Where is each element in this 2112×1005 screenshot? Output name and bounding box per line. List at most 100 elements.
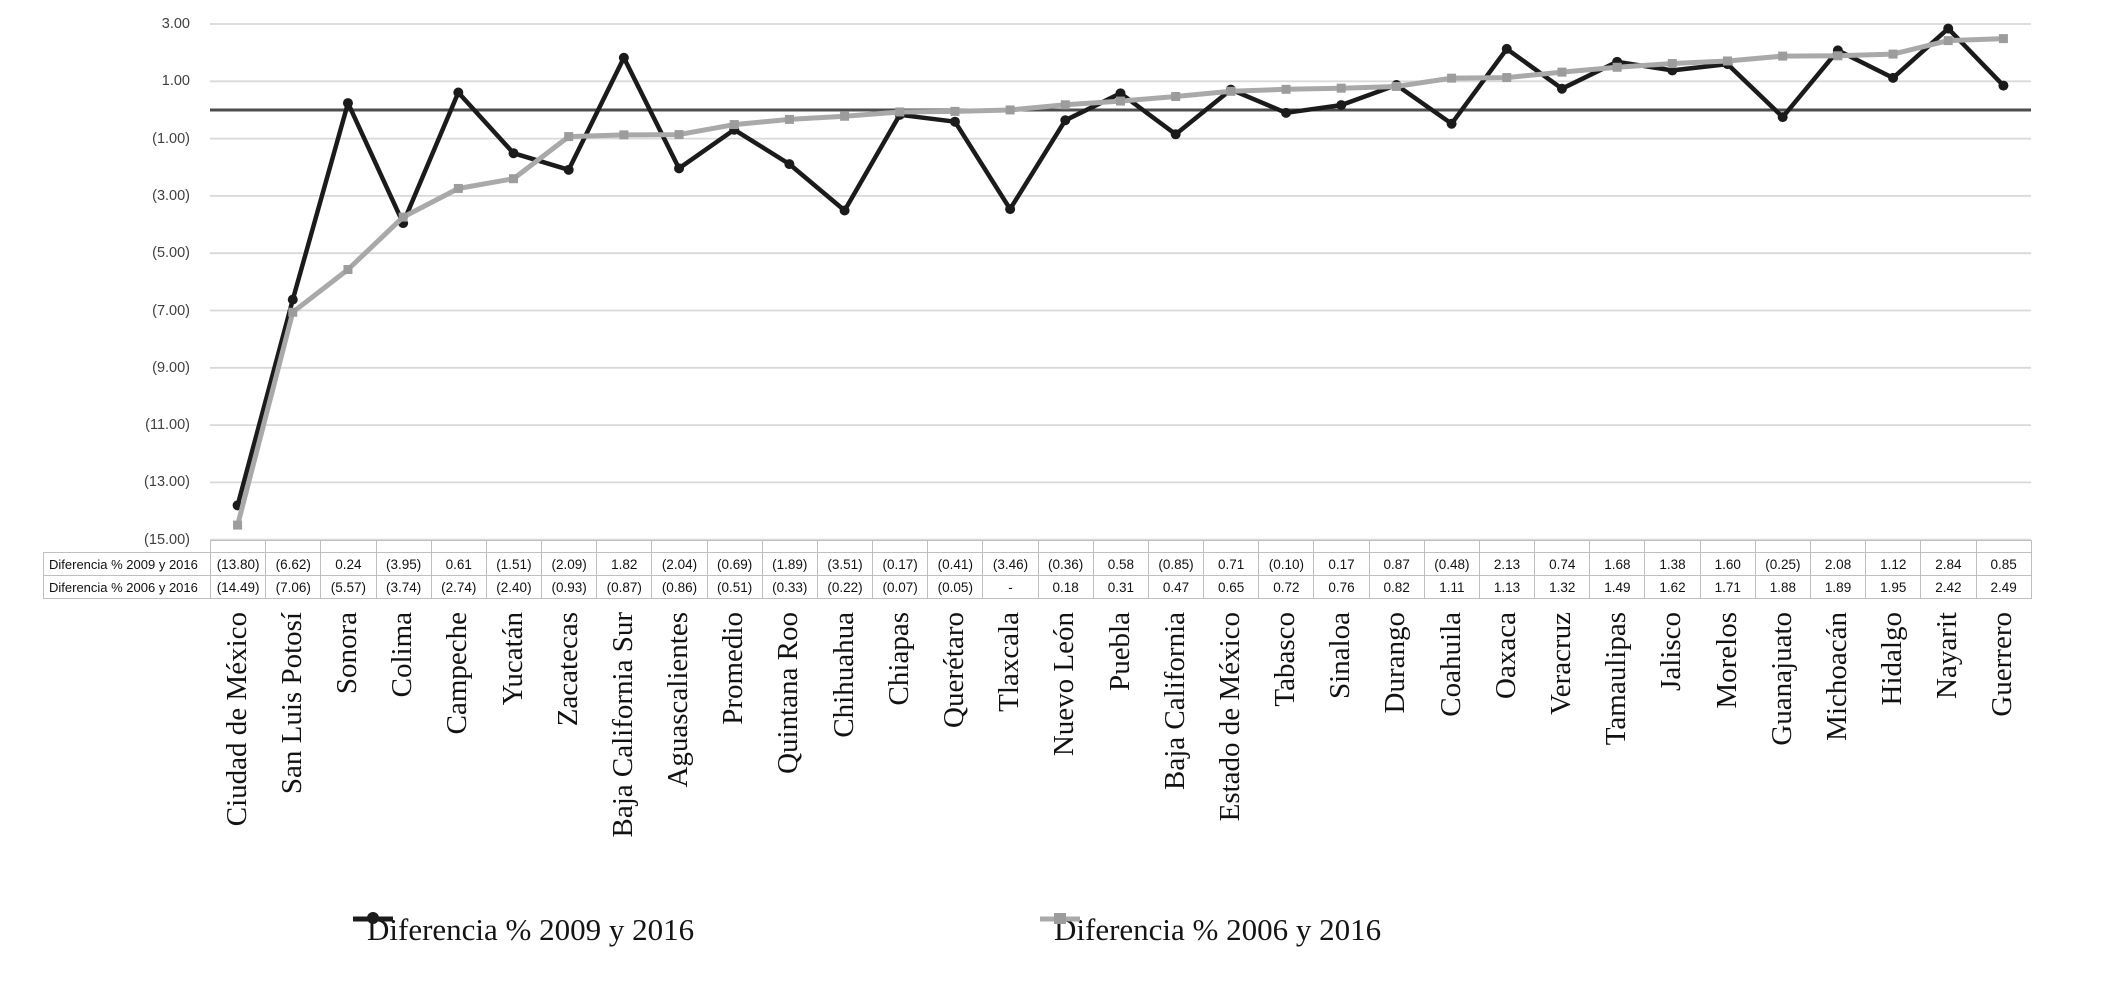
data-point-2006 (895, 107, 905, 117)
legend-marker-2009-icon (353, 912, 393, 924)
table-row-header: Diferencia % 2006 y 2016 (43, 575, 211, 599)
table-strip-cell (1147, 540, 1205, 553)
x-axis-category-label: Oaxaca (1489, 612, 1522, 699)
table-cell: (0.85) (1147, 552, 1205, 576)
table-cell: (3.51) (816, 552, 874, 576)
x-axis-category-label: Michoacán (1820, 612, 1853, 741)
legend-marker-2006-icon (1040, 913, 1080, 924)
table-cell: - (982, 575, 1039, 599)
x-axis-category-label: Puebla (1103, 612, 1136, 691)
table-cell: (0.25) (1754, 552, 1811, 576)
data-point-2006 (1060, 100, 1070, 110)
x-axis-category-label: Baja California Sur (606, 612, 639, 838)
table-strip-cell (1589, 540, 1646, 553)
x-axis-category-label: Morelos (1710, 612, 1743, 709)
table-strip-cell (1699, 540, 1756, 553)
table-cell: (14.49) (209, 575, 267, 599)
table-cell: 0.82 (1368, 575, 1425, 599)
table-cell: 2.08 (1809, 552, 1867, 576)
table-corner-blank (44, 541, 211, 553)
table-strip-cell (596, 540, 653, 553)
data-point-2009 (1998, 80, 2009, 91)
table-cell: (2.74) (430, 575, 487, 599)
data-point-2006 (1943, 36, 1953, 46)
table-cell: (0.48) (1423, 552, 1480, 576)
x-axis-category-label: Sonora (330, 612, 363, 695)
x-axis-category-label: Guanajuato (1765, 612, 1798, 746)
table-cell: (0.36) (1037, 552, 1094, 576)
table-cell: 1.60 (1699, 552, 1756, 576)
table-cell: 1.49 (1589, 575, 1646, 599)
data-point-2009 (1170, 129, 1181, 140)
data-point-2009 (1060, 115, 1071, 126)
data-point-2006 (619, 130, 629, 140)
table-strip-cell (375, 540, 432, 553)
data-point-2006 (674, 130, 684, 140)
table-strip-cell (1865, 540, 1922, 553)
table-strip-cell (1313, 540, 1370, 553)
x-axis-category-label: Colima (386, 612, 419, 698)
y-axis-tick-label: (5.00) (152, 245, 190, 262)
table-strip-cell (651, 540, 708, 553)
y-axis-tick-label: (11.00) (145, 417, 190, 434)
data-point-2009 (508, 148, 519, 159)
table-strip-cell (1534, 540, 1591, 553)
data-point-2006 (1171, 91, 1181, 101)
table-strip-cell (320, 540, 377, 553)
data-point-2006 (1391, 81, 1401, 91)
data-point-2009 (1446, 118, 1457, 129)
data-point-2006 (1336, 83, 1346, 93)
table-strip-cell (927, 540, 984, 553)
x-axis-category-label: Baja California (1158, 612, 1191, 790)
table-cell: 1.12 (1865, 552, 1922, 576)
x-axis-category-label: Quintana Roo (772, 612, 805, 774)
table-cell: (3.95) (375, 552, 432, 576)
table-cell: (0.07) (872, 575, 929, 599)
table-cell: (0.51) (706, 575, 763, 599)
table-cell: 1.13 (1478, 575, 1536, 599)
data-point-2009 (342, 98, 353, 109)
table-strip-cell (1920, 540, 1977, 553)
data-point-2009 (1501, 43, 1512, 54)
table-cell: (0.17) (872, 552, 929, 576)
table-row-header: Diferencia % 2009 y 2016 (43, 552, 211, 576)
table-row: Diferencia % 2006 y 2016 (14.49) (7.06) (5.… (43, 575, 2032, 599)
x-axis-category-label: San Luis Potosí (275, 612, 308, 795)
table-cell: 0.74 (1534, 552, 1591, 576)
data-point-2009 (1556, 83, 1567, 94)
table-cell: (1.89) (761, 552, 818, 576)
data-point-2006 (343, 265, 353, 275)
data-point-2006 (564, 132, 574, 142)
x-axis-category-label: Querétaro (937, 612, 970, 728)
table-cell: 0.47 (1147, 575, 1205, 599)
table-cell: (1.51) (485, 552, 543, 576)
data-point-2009 (949, 116, 960, 127)
data-point-2006 (1005, 105, 1015, 115)
table-cell: 0.85 (1975, 552, 2032, 576)
y-axis-tick-label: (13.00) (144, 474, 190, 491)
table-cell: (0.22) (816, 575, 874, 599)
data-point-2006 (840, 111, 850, 121)
data-point-2009 (1336, 100, 1347, 111)
data-point-2006 (1778, 51, 1788, 61)
x-axis-category-label: Veracruz (1544, 612, 1577, 716)
table-cell: 1.82 (596, 552, 653, 576)
table-cell: (0.93) (541, 575, 598, 599)
table-cell: 2.42 (1920, 575, 1977, 599)
table-strip-cell (761, 540, 818, 553)
data-point-2006 (233, 520, 243, 530)
y-axis-tick-label: (9.00) (152, 359, 190, 376)
x-axis-category-label: Chihuahua (827, 612, 860, 738)
x-axis-category-label: Tabasco (1269, 612, 1302, 707)
table-cell: 1.71 (1699, 575, 1756, 599)
data-point-2009 (618, 52, 629, 63)
data-point-2006 (950, 106, 960, 116)
table-strip-cell (209, 540, 267, 553)
table-cell: (5.57) (320, 575, 377, 599)
table-cell: 2.13 (1478, 552, 1536, 576)
data-point-2006 (509, 174, 518, 184)
table-strip-cell (1644, 540, 1701, 553)
x-axis-category-label: Tamaulipas (1600, 612, 1633, 746)
x-axis-category-label: Chiapas (882, 612, 915, 706)
table-cell: (0.33) (761, 575, 818, 599)
